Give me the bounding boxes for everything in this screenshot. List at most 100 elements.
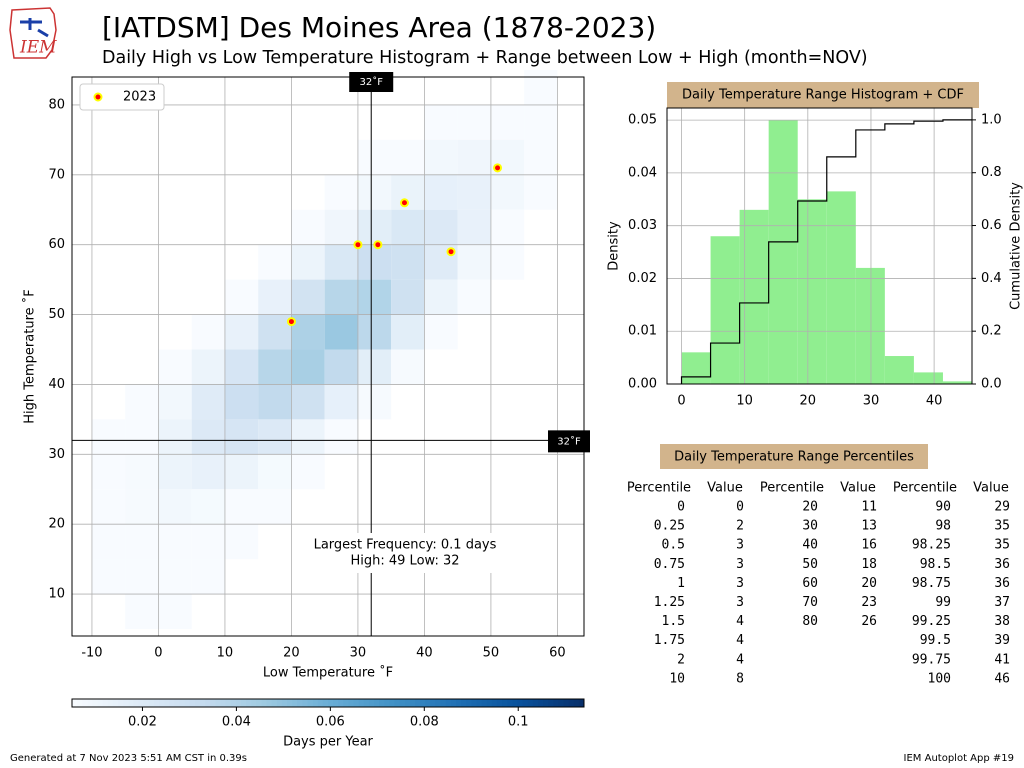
- heat-cell: [291, 279, 325, 315]
- heat-cell: [357, 174, 392, 210]
- y-tick-label: 80: [48, 97, 65, 112]
- heat-cell: [357, 349, 392, 385]
- colorbar-step: [415, 699, 421, 707]
- colorbar-step: [92, 699, 99, 707]
- x-tick-label: 0: [677, 394, 685, 409]
- heat-cell: [457, 279, 491, 315]
- table-cell: 35: [994, 519, 1010, 534]
- table-cell: 46: [994, 671, 1010, 686]
- colorbar-step: [112, 699, 119, 707]
- y-tick-label: 70: [48, 167, 65, 182]
- bar: [855, 267, 885, 384]
- heat-cell: [291, 314, 325, 350]
- colorbar-step: [358, 699, 365, 707]
- heat-cell: [357, 244, 392, 280]
- colorbar-tick-label: 0.04: [222, 715, 251, 730]
- heat-cell: [490, 209, 525, 245]
- colorbar-step: [425, 699, 431, 707]
- y-tick-label: 0.00: [628, 377, 657, 392]
- colorbar-step: [292, 699, 298, 707]
- logo-text: IEM: [19, 38, 57, 58]
- logo-icon: [20, 18, 49, 38]
- table-cell: 0.5: [662, 538, 685, 553]
- heat-cell: [324, 349, 358, 385]
- table-header: Percentile: [760, 481, 824, 496]
- table-cell: 1: [677, 576, 685, 591]
- colorbar-step: [87, 699, 93, 707]
- heat-cell: [357, 139, 392, 175]
- title: [IATDSM] Des Moines Area (1878-2023): [102, 11, 656, 44]
- colorbar-step: [297, 699, 303, 707]
- colorbar-step: [445, 699, 452, 707]
- colorbar-label: Days per Year: [283, 735, 373, 750]
- colorbar-step: [409, 699, 416, 707]
- colorbar-step: [338, 699, 344, 707]
- heat-cell: [91, 454, 126, 490]
- heat-cell: [324, 279, 358, 315]
- table-cell: 35: [994, 538, 1010, 553]
- cdf-line: [680, 119, 972, 384]
- y-tick-label: 0.02: [628, 271, 657, 286]
- heat-cell: [91, 419, 126, 455]
- colorbar-step: [164, 699, 170, 707]
- colorbar-step: [384, 699, 390, 707]
- colorbar-step: [333, 699, 339, 707]
- heat-cell: [391, 139, 425, 175]
- table-cell: 20: [802, 500, 818, 515]
- heat-cell: [291, 209, 325, 245]
- colorbar-step: [558, 699, 565, 707]
- table-cell: 0.25: [654, 519, 685, 534]
- heat-cell: [391, 209, 425, 245]
- y-tick-label: 20: [48, 517, 65, 532]
- heat-cell: [324, 174, 358, 210]
- table-cell: 99: [935, 595, 951, 610]
- table-header: Value: [840, 481, 876, 496]
- heat-cell: [125, 454, 159, 490]
- table-title-box: [660, 444, 928, 469]
- table-title: Daily Temperature Range Percentiles: [674, 450, 914, 465]
- heat-cell: [91, 489, 126, 525]
- heat-cell: [191, 489, 225, 525]
- heat-cell: [457, 209, 491, 245]
- colorbar-step: [430, 699, 437, 707]
- legend-marker: [93, 92, 103, 102]
- colorbar-step: [578, 699, 585, 707]
- colorbar-step: [450, 699, 457, 707]
- heat-cell: [524, 104, 558, 140]
- colorbar-step: [527, 699, 534, 707]
- colorbar-step: [476, 699, 483, 707]
- table-header: Percentile: [893, 481, 957, 496]
- colorbar-step: [215, 699, 221, 707]
- colorbar-step: [507, 699, 513, 707]
- table-cell: 13: [861, 519, 877, 534]
- heat-cell: [424, 209, 458, 245]
- colorbar-step: [456, 699, 462, 707]
- heat-cell: [91, 524, 126, 560]
- colorbar-tick-label: 0.1: [508, 715, 529, 730]
- colorbar-step: [128, 699, 134, 707]
- y-tick-label: 0.05: [628, 113, 657, 128]
- table-cell: 41: [994, 652, 1010, 667]
- colorbar-step: [153, 699, 160, 707]
- colorbar-step: [97, 699, 104, 707]
- table-cell: 98.5: [920, 557, 951, 572]
- colorbar-step: [246, 699, 252, 707]
- colorbar-step: [174, 699, 181, 707]
- table-cell: 36: [994, 576, 1010, 591]
- colorbar-step: [102, 699, 109, 707]
- colorbar-step: [256, 699, 262, 707]
- heat-cell: [457, 139, 491, 175]
- y2-tick-label: 0.0: [981, 377, 1002, 392]
- x-tick-label: 30: [350, 646, 367, 661]
- heat-cell: [524, 174, 558, 210]
- table-cell: 36: [994, 557, 1010, 572]
- heat-cell: [457, 174, 491, 210]
- colorbar-step: [491, 699, 498, 707]
- colorbar-step: [220, 699, 227, 707]
- heat-cell: [224, 349, 259, 385]
- heat-cell: [324, 209, 358, 245]
- table-cell: 99.5: [920, 633, 951, 648]
- point: [286, 317, 296, 327]
- bar: [681, 352, 711, 384]
- colorbar-step: [553, 699, 559, 707]
